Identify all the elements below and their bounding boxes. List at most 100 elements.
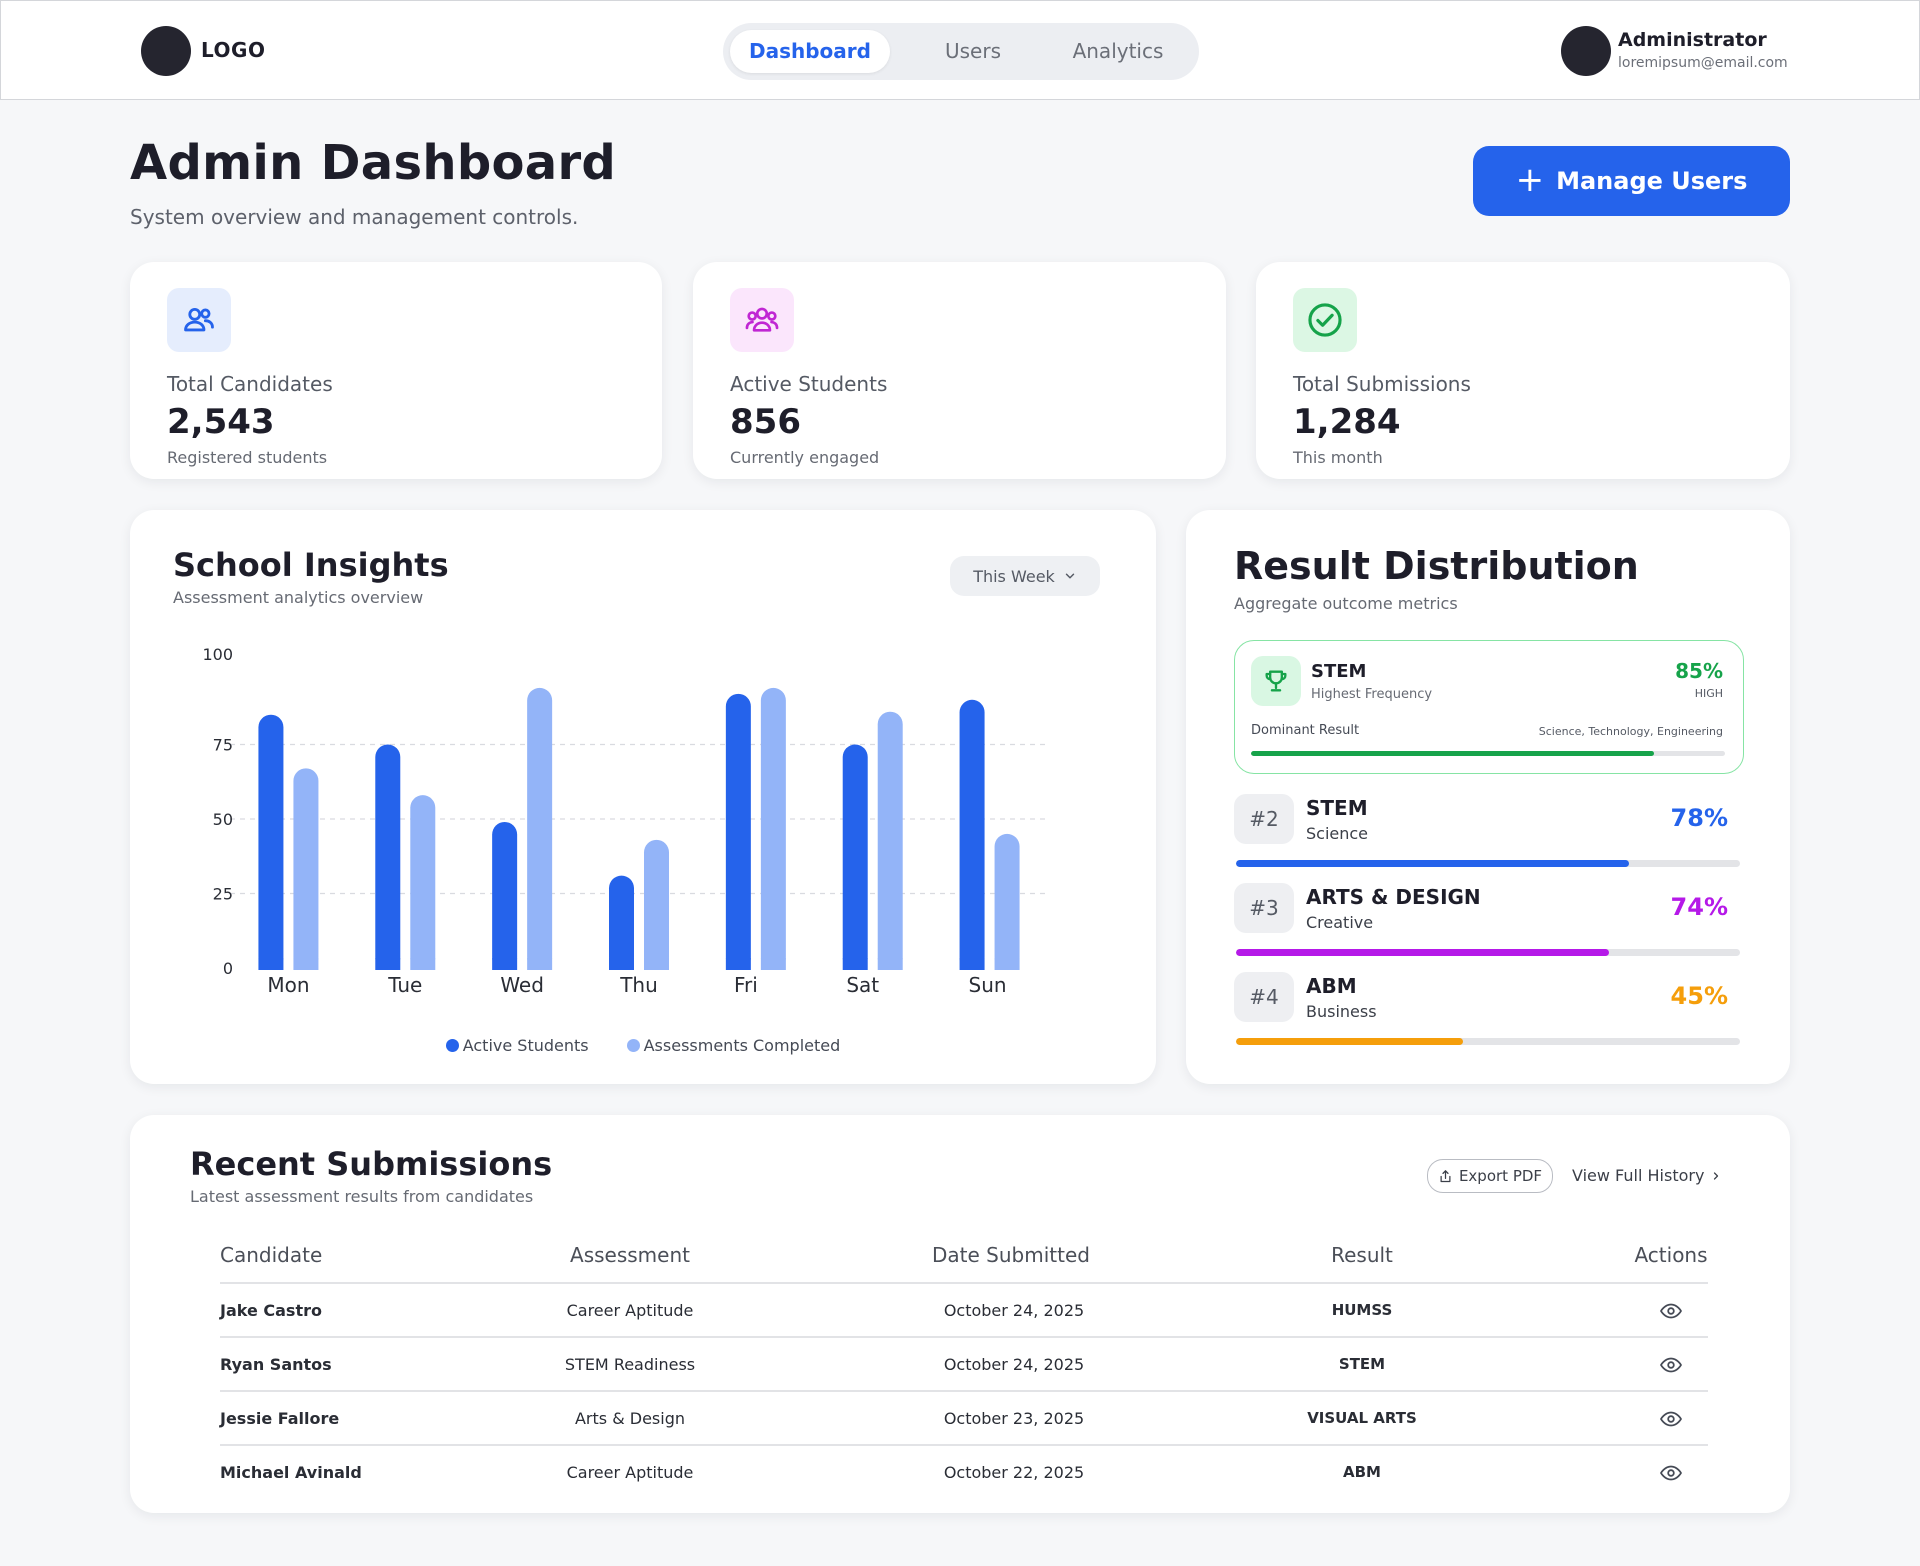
- x-tick-label: Thu: [619, 973, 658, 997]
- column-header-date: Date Submitted: [932, 1243, 1090, 1267]
- manage-users-button[interactable]: + Manage Users: [1473, 146, 1790, 216]
- manage-users-label: Manage Users: [1556, 167, 1748, 195]
- column-header-candidate: Candidate: [220, 1243, 323, 1267]
- page-subtitle: System overview and management controls.: [130, 205, 579, 229]
- dominant-result-level: HIGH: [1694, 687, 1723, 700]
- candidate-name: Ryan Santos: [220, 1355, 332, 1374]
- y-tick-label: 100: [202, 645, 233, 664]
- row-divider: [220, 1390, 1708, 1392]
- legend-swatch: [626, 1039, 640, 1052]
- bar-base: [609, 958, 634, 970]
- rank-progress-bar: [1236, 949, 1740, 956]
- tab-users[interactable]: Users: [944, 39, 1001, 63]
- insights-title: School Insights: [173, 546, 449, 584]
- bar-base: [644, 958, 669, 970]
- y-tick-label: 0: [223, 959, 233, 978]
- bar-active-students-tue: [375, 744, 401, 970]
- insights-subtitle: Assessment analytics overview: [173, 588, 424, 607]
- y-tick-label: 50: [213, 810, 233, 829]
- bar-assessments-completed-sat: [877, 711, 903, 970]
- user-name: Administrator: [1618, 29, 1767, 51]
- rank-progress-fill: [1236, 860, 1630, 867]
- rank-badge: #4: [1234, 972, 1294, 1022]
- legend-swatch: [445, 1039, 459, 1052]
- tab-analytics[interactable]: Analytics: [1072, 39, 1164, 63]
- bar-base: [994, 958, 1020, 970]
- chevron-right-icon: [1714, 1171, 1719, 1180]
- bar-base: [258, 958, 284, 970]
- dominant-result-detail: Science, Technology, Engineering: [1538, 725, 1723, 738]
- stat-card-total-candidates: Total Candidates 2,543 Registered studen…: [130, 262, 662, 479]
- column-header-assessment: Assessment: [570, 1243, 690, 1267]
- bar-assessments-completed-wed: [527, 687, 553, 970]
- dominant-result-bar: [1251, 751, 1725, 756]
- x-tick-label: Wed: [500, 973, 544, 997]
- export-pdf-button[interactable]: Export PDF: [1427, 1159, 1553, 1193]
- school-insights-card: School Insights Assessment analytics ove…: [130, 510, 1156, 1084]
- bar-base: [877, 958, 903, 970]
- group-icon: [730, 288, 794, 352]
- dominant-result-note: Highest Frequency: [1311, 687, 1433, 702]
- bar-active-students-wed: [492, 821, 518, 970]
- bar-base: [842, 958, 868, 970]
- x-tick-label: Sat: [846, 973, 879, 997]
- bar-base: [760, 958, 786, 970]
- user-avatar[interactable]: [1561, 26, 1611, 76]
- stat-label: Active Students: [730, 372, 888, 396]
- rank-percent: 45%: [1670, 982, 1728, 1010]
- period-dropdown[interactable]: This Week: [950, 556, 1100, 596]
- chevron-down-icon: [1065, 573, 1075, 579]
- view-full-history-link[interactable]: View Full History: [1572, 1166, 1722, 1185]
- x-tick-label: Sun: [969, 973, 1007, 997]
- stat-value: 2,543: [167, 402, 275, 442]
- table-row: Jessie Fallore Arts & Design October 23, 2…: [130, 1391, 1790, 1446]
- submissions-subtitle: Latest assessment results from candidate…: [190, 1187, 534, 1206]
- assessment-name: Career Aptitude: [566, 1301, 694, 1320]
- legend-item-active-students: Active Students: [445, 1036, 589, 1055]
- date-submitted: October 24, 2025: [943, 1355, 1085, 1374]
- date-submitted: October 22, 2025: [943, 1463, 1085, 1482]
- export-pdf-label: Export PDF: [1458, 1167, 1543, 1185]
- bar-assessments-completed-mon: [293, 768, 319, 970]
- rank-row: #4 ABM Business 45%: [1234, 972, 1740, 1056]
- rank-category: Business: [1306, 1002, 1377, 1021]
- rank-percent: 78%: [1670, 804, 1728, 832]
- stat-card-active-students: Active Students 856 Currently engaged: [693, 262, 1226, 479]
- view-eye-icon[interactable]: [1659, 1461, 1683, 1489]
- bar-base: [410, 958, 436, 970]
- dominant-result-label: Dominant Result: [1251, 723, 1360, 738]
- main-nav: Dashboard Users Analytics: [723, 23, 1199, 80]
- stat-card-total-submissions: Total Submissions 1,284 This month: [1256, 262, 1790, 479]
- rank-row: #3 ARTS & DESIGN Creative 74%: [1234, 883, 1740, 967]
- table-row: Jake Castro Career Aptitude October 24, 20…: [130, 1283, 1790, 1338]
- result-badge: VISUAL ARTS: [1307, 1409, 1417, 1427]
- rank-name: ARTS & DESIGN: [1306, 885, 1481, 909]
- rank-name: ABM: [1306, 974, 1357, 998]
- row-divider: [220, 1444, 1708, 1446]
- trophy-icon: [1251, 656, 1301, 706]
- legend-label: Active Students: [462, 1036, 589, 1055]
- column-header-actions: Actions: [1634, 1243, 1708, 1267]
- row-divider: [220, 1336, 1708, 1338]
- bar-assessments-completed-tue: [410, 795, 436, 970]
- tab-dashboard[interactable]: Dashboard: [730, 30, 890, 73]
- rank-progress-bar: [1236, 1038, 1740, 1045]
- x-tick-label: Tue: [387, 973, 422, 997]
- view-eye-icon[interactable]: [1659, 1353, 1683, 1381]
- rank-category: Creative: [1306, 913, 1374, 932]
- stat-label: Total Submissions: [1293, 372, 1471, 396]
- bar-base: [527, 958, 553, 970]
- chart-legend: Active Students Assessments Completed: [130, 1036, 1156, 1055]
- dominant-result-percent: 85%: [1675, 659, 1723, 683]
- rank-category: Science: [1306, 824, 1369, 843]
- view-eye-icon[interactable]: [1659, 1299, 1683, 1327]
- bar-active-students-fri: [725, 693, 751, 970]
- assessment-name: Career Aptitude: [566, 1463, 694, 1482]
- plus-icon: +: [1515, 159, 1545, 200]
- candidate-name: Jessie Fallore: [220, 1409, 340, 1428]
- stat-value: 1,284: [1293, 402, 1401, 442]
- view-full-history-label: View Full History: [1572, 1166, 1705, 1185]
- bar-assessments-completed-sun: [994, 833, 1020, 970]
- stat-note: Currently engaged: [730, 448, 880, 467]
- view-eye-icon[interactable]: [1659, 1407, 1683, 1435]
